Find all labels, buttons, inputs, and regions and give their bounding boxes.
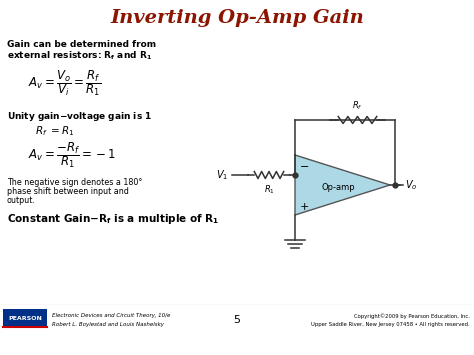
Text: PEARSON: PEARSON <box>8 316 42 321</box>
Text: Constant Gain$\mathbf{-R_f}$ is a multiple of $\mathbf{R_1}$: Constant Gain$\mathbf{-R_f}$ is a multip… <box>7 212 219 226</box>
Text: Robert L. Boylestad and Louis Nashelsky: Robert L. Boylestad and Louis Nashelsky <box>52 322 164 327</box>
Text: Inverting Op-Amp Gain: Inverting Op-Amp Gain <box>110 9 364 27</box>
Text: Op-amp: Op-amp <box>321 182 355 191</box>
Text: The negative sign denotes a 180°: The negative sign denotes a 180° <box>7 178 142 187</box>
Text: output.: output. <box>7 196 36 205</box>
Text: $R_1$: $R_1$ <box>264 183 274 196</box>
Polygon shape <box>295 155 390 215</box>
Text: phase shift between input and: phase shift between input and <box>7 187 129 196</box>
Text: $A_v = \dfrac{-R_f}{R_1} = -1$: $A_v = \dfrac{-R_f}{R_1} = -1$ <box>28 140 116 170</box>
Text: +: + <box>300 202 310 212</box>
Text: $V_1$: $V_1$ <box>216 168 228 182</box>
Text: Unity gain$\mathbf{-}$voltage gain is 1: Unity gain$\mathbf{-}$voltage gain is 1 <box>7 110 152 123</box>
Text: Copyright©2009 by Pearson Education, Inc.: Copyright©2009 by Pearson Education, Inc… <box>354 313 470 319</box>
Text: −: − <box>300 162 310 172</box>
Text: Upper Saddle River, New Jersey 07458 • All rights reserved.: Upper Saddle River, New Jersey 07458 • A… <box>311 322 470 327</box>
Text: $R_f$: $R_f$ <box>352 99 362 112</box>
Text: Electronic Devices and Circuit Theory, 10/e: Electronic Devices and Circuit Theory, 1… <box>52 313 170 318</box>
Text: $R_f \ = R_1$: $R_f \ = R_1$ <box>35 124 74 138</box>
Text: external resistors: $\mathbf{R_f}$ and $\mathbf{R_1}$: external resistors: $\mathbf{R_f}$ and $… <box>7 50 152 62</box>
Text: Gain can be determined from: Gain can be determined from <box>7 40 156 49</box>
Bar <box>3 309 47 327</box>
Bar <box>0 305 474 355</box>
Text: $A_v = \dfrac{V_o}{V_i} = \dfrac{R_f}{R_1}$: $A_v = \dfrac{V_o}{V_i} = \dfrac{R_f}{R_… <box>28 68 101 98</box>
Text: $V_o$: $V_o$ <box>405 178 418 192</box>
Text: 5: 5 <box>234 315 240 325</box>
